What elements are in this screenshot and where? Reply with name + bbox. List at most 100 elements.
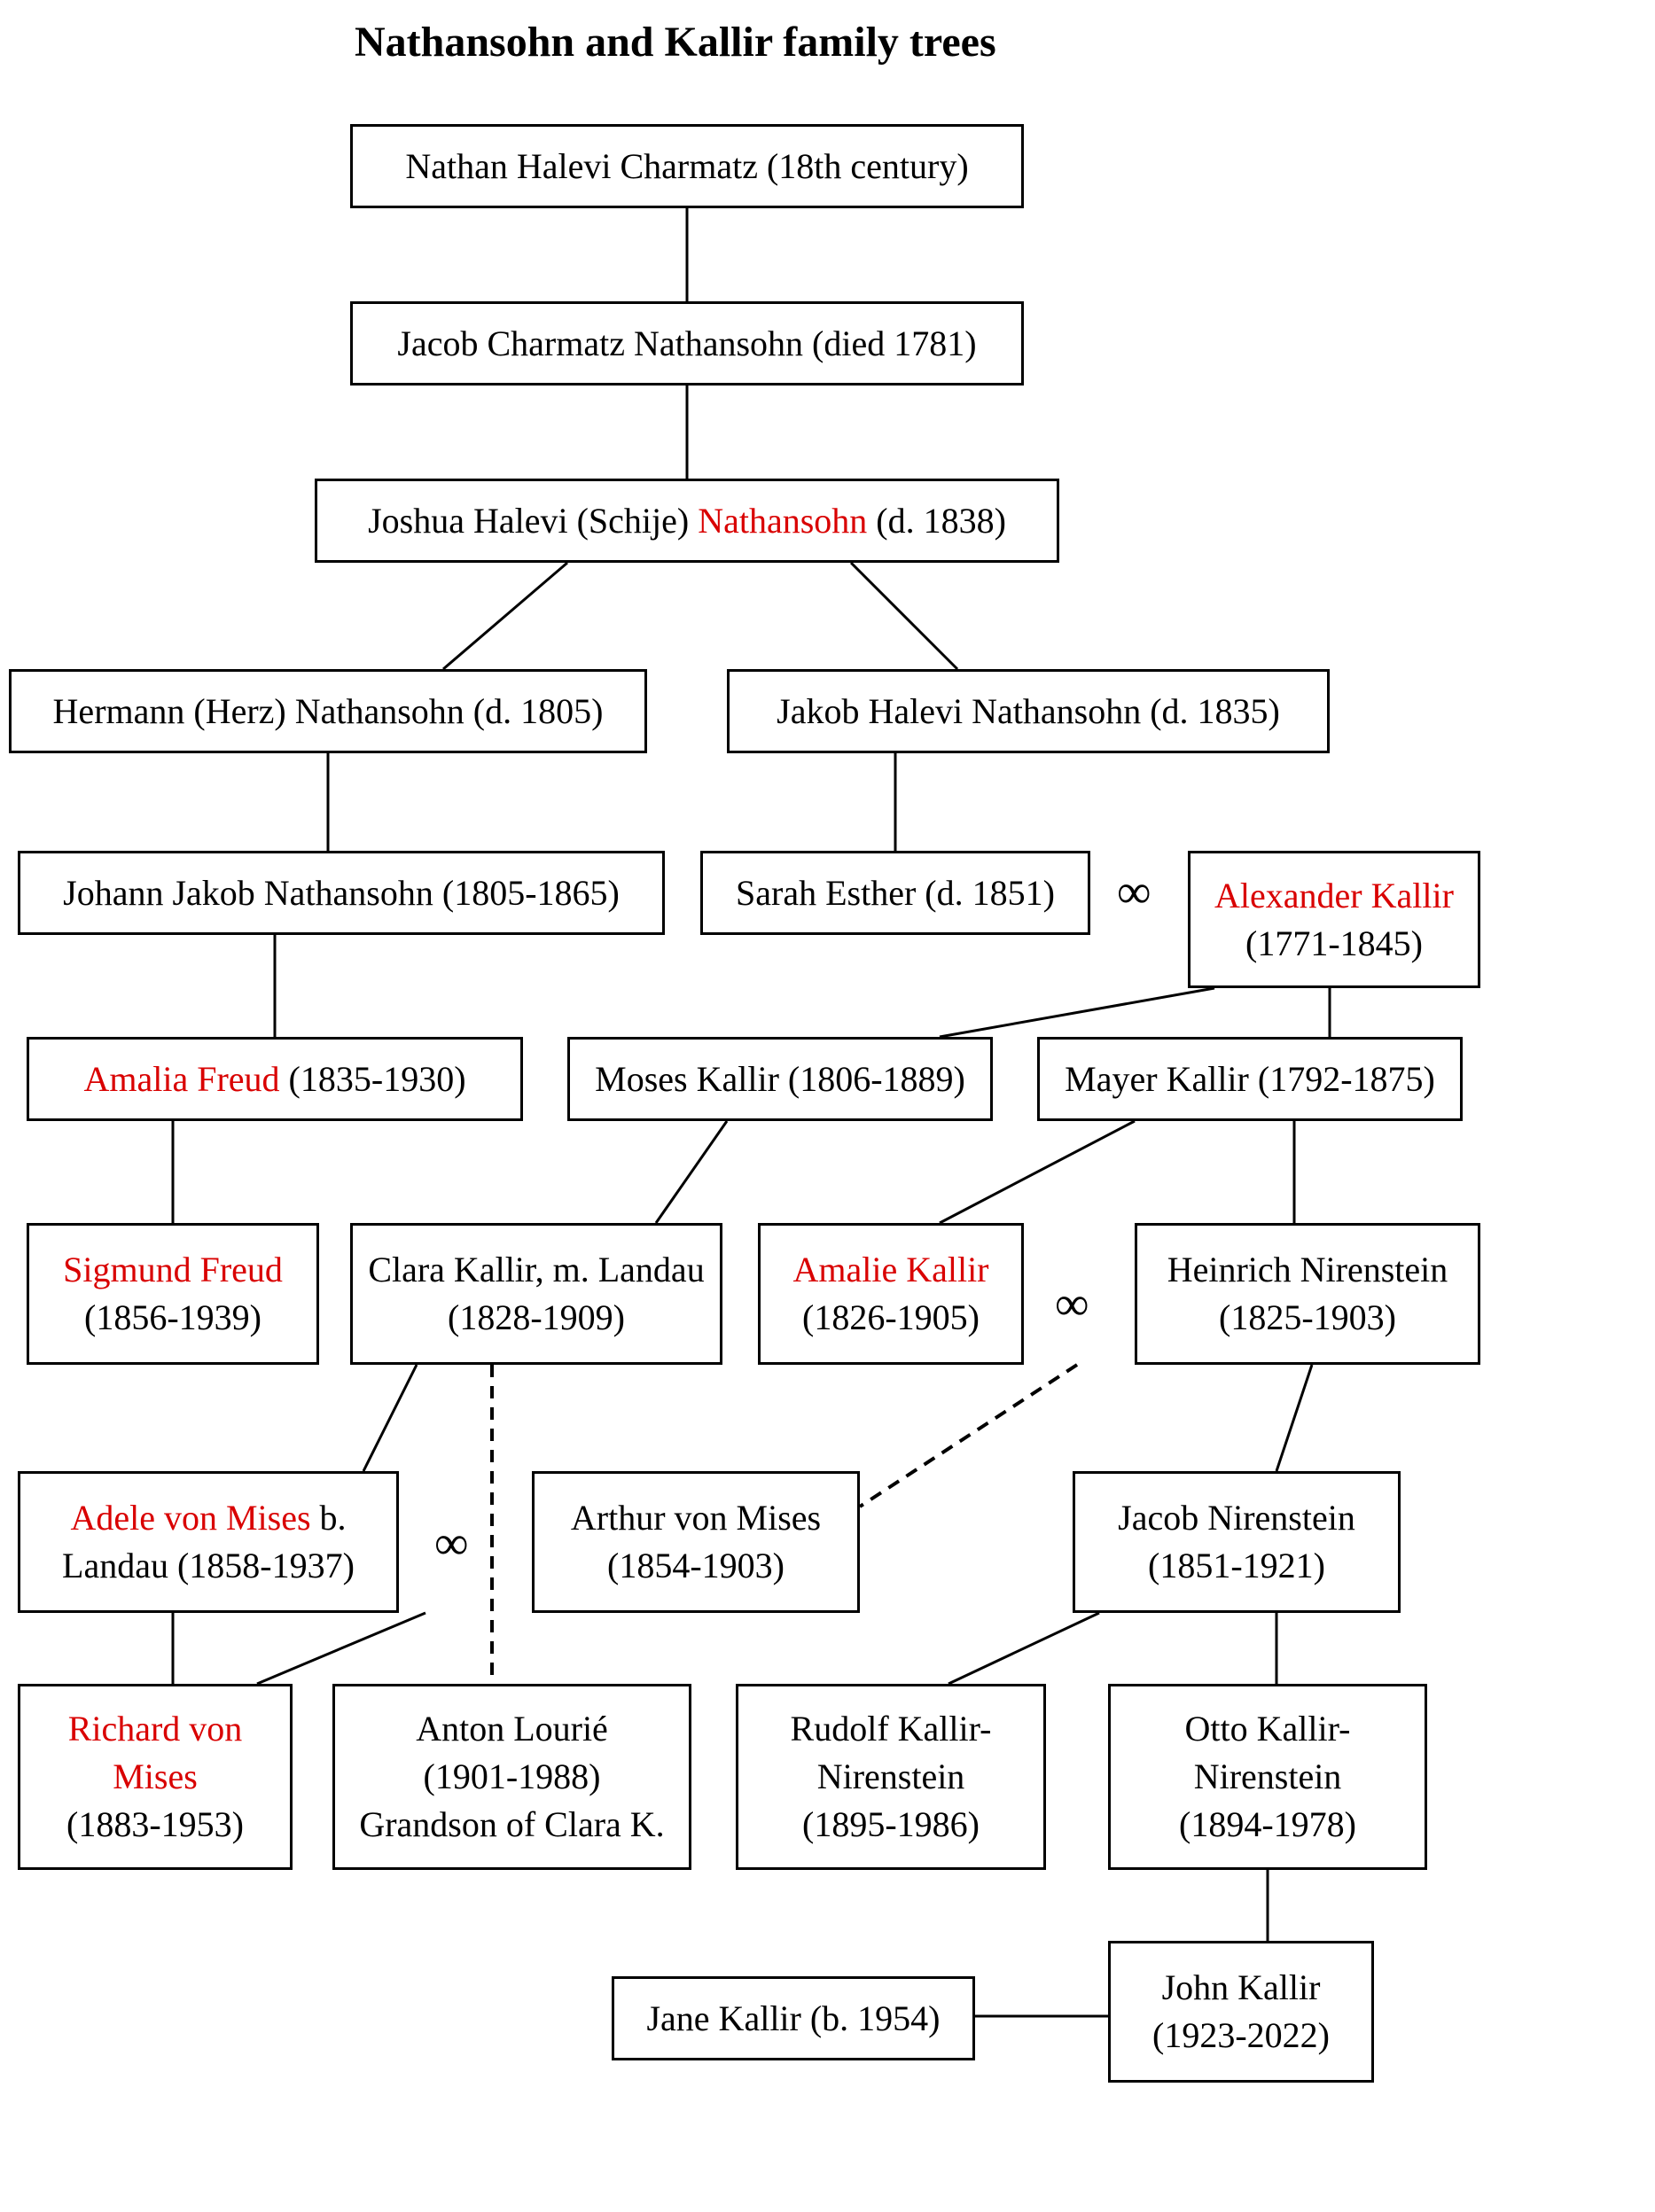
- node-line: Nirenstein: [817, 1753, 965, 1801]
- node-line: Nirenstein: [1194, 1753, 1342, 1801]
- tree-node: Amalia Freud (1835-1930): [27, 1037, 523, 1121]
- node-text: Nirenstein: [1194, 1756, 1342, 1796]
- node-text: (1856-1939): [84, 1297, 262, 1337]
- tree-node: Heinrich Nirenstein (1825-1903): [1135, 1223, 1480, 1365]
- node-line: Mises: [113, 1753, 198, 1801]
- tree-edge: [363, 1365, 417, 1471]
- node-text: (1895-1986): [802, 1804, 980, 1844]
- node-text: Nirenstein: [817, 1756, 965, 1796]
- node-text: Landau (1858-1937): [62, 1546, 355, 1585]
- tree-edge: [257, 1613, 425, 1684]
- node-text: Mayer Kallir (1792-1875): [1065, 1059, 1435, 1099]
- node-line: Rudolf Kallir-: [791, 1705, 992, 1753]
- node-line: Hermann (Herz) Nathansohn (d. 1805): [53, 688, 604, 736]
- node-text: (1826-1905): [802, 1297, 980, 1337]
- node-text: Arthur von Mises: [571, 1498, 821, 1538]
- node-text: Rudolf Kallir-: [791, 1709, 992, 1749]
- tree-edge: [940, 1121, 1135, 1223]
- node-text: Nathansohn: [698, 501, 867, 541]
- node-text: Mises: [113, 1756, 198, 1796]
- node-text: Heinrich Nirenstein: [1167, 1250, 1448, 1289]
- tree-node: Jacob Nirenstein(1851-1921): [1073, 1471, 1401, 1613]
- node-line: Richard von: [68, 1705, 243, 1753]
- node-text: Hermann (Herz) Nathansohn (d. 1805): [53, 691, 604, 731]
- node-line: Clara Kallir, m. Landau: [368, 1246, 704, 1294]
- node-text: Amalia Freud: [83, 1059, 279, 1099]
- node-line: Alexander Kallir: [1214, 872, 1454, 920]
- node-line: Moses Kallir (1806-1889): [595, 1055, 965, 1103]
- tree-node: Sigmund Freud (1856-1939): [27, 1223, 319, 1365]
- node-text: Nathan Halevi Charmatz (18th century): [405, 146, 968, 186]
- tree-node: Otto Kallir- Nirenstein (1894-1978): [1108, 1684, 1427, 1870]
- node-text: Anton Lourié: [416, 1709, 608, 1749]
- node-line: Nathan Halevi Charmatz (18th century): [405, 143, 968, 191]
- tree-edge-dashed: [860, 1365, 1077, 1507]
- node-text: John Kallir: [1162, 1967, 1321, 2007]
- node-line: (1828-1909): [448, 1294, 625, 1342]
- node-line: (1825-1903): [1219, 1294, 1396, 1342]
- node-text: b.: [311, 1498, 347, 1538]
- node-line: (1826-1905): [802, 1294, 980, 1342]
- node-line: Adele von Mises b.: [70, 1494, 346, 1542]
- node-text: (1828-1909): [448, 1297, 625, 1337]
- tree-node: Arthur von Mises(1854-1903): [532, 1471, 860, 1613]
- tree-node: Hermann (Herz) Nathansohn (d. 1805): [9, 669, 647, 753]
- node-line: (1901-1988): [424, 1753, 601, 1801]
- tree-edge: [940, 988, 1214, 1037]
- tree-node: Jacob Charmatz Nathansohn (died 1781): [350, 301, 1024, 386]
- node-line: (1856-1939): [84, 1294, 262, 1342]
- node-line: (1894-1978): [1179, 1801, 1356, 1849]
- node-line: (1895-1986): [802, 1801, 980, 1849]
- tree-edge: [1276, 1365, 1312, 1471]
- node-line: Sigmund Freud: [63, 1246, 283, 1294]
- tree-edge: [851, 563, 957, 669]
- node-text: Joshua Halevi (Schije): [368, 501, 698, 541]
- node-line: Joshua Halevi (Schije) Nathansohn (d. 18…: [368, 497, 1006, 545]
- node-text: Adele von Mises: [70, 1498, 310, 1538]
- node-text: Grandson of Clara K.: [359, 1804, 664, 1844]
- marriage-symbol: ∞: [434, 1515, 469, 1570]
- node-text: Clara Kallir, m. Landau: [368, 1250, 704, 1289]
- tree-node: Richard von Mises (1883-1953): [18, 1684, 293, 1870]
- tree-node: Jakob Halevi Nathansohn (d. 1835): [727, 669, 1330, 753]
- node-line: Arthur von Mises: [571, 1494, 821, 1542]
- node-text: Richard von: [68, 1709, 243, 1749]
- node-text: (d. 1838): [867, 501, 1006, 541]
- node-line: (1883-1953): [66, 1801, 244, 1849]
- node-line: Heinrich Nirenstein: [1167, 1246, 1448, 1294]
- node-text: Jacob Nirenstein: [1118, 1498, 1355, 1538]
- tree-node: Clara Kallir, m. Landau (1828-1909): [350, 1223, 722, 1365]
- node-line: Otto Kallir-: [1185, 1705, 1351, 1753]
- node-text: (1894-1978): [1179, 1804, 1356, 1844]
- node-line: (1923-2022): [1152, 2012, 1330, 2060]
- tree-node: Nathan Halevi Charmatz (18th century): [350, 124, 1024, 208]
- node-line: Grandson of Clara K.: [359, 1801, 664, 1849]
- node-line: Jakob Halevi Nathansohn (d. 1835): [777, 688, 1280, 736]
- node-line: (1771-1845): [1245, 920, 1423, 968]
- node-text: Otto Kallir-: [1185, 1709, 1351, 1749]
- node-text: (1825-1903): [1219, 1297, 1396, 1337]
- tree-edge: [949, 1613, 1099, 1684]
- node-text: (1923-2022): [1152, 2015, 1330, 2055]
- node-line: Jacob Charmatz Nathansohn (died 1781): [397, 320, 976, 368]
- tree-node: Amalie Kallir(1826-1905): [758, 1223, 1024, 1365]
- tree-edge: [656, 1121, 727, 1223]
- marriage-symbol: ∞: [1117, 864, 1151, 919]
- node-line: Amalie Kallir: [792, 1246, 988, 1294]
- tree-node: Rudolf Kallir- Nirenstein (1895-1986): [736, 1684, 1046, 1870]
- node-line: John Kallir: [1162, 1964, 1321, 2012]
- node-line: Anton Lourié: [416, 1705, 608, 1753]
- node-text: (1883-1953): [66, 1804, 244, 1844]
- tree-node: Sarah Esther (d. 1851): [700, 851, 1090, 935]
- node-line: Mayer Kallir (1792-1875): [1065, 1055, 1435, 1103]
- node-text: Alexander Kallir: [1214, 876, 1454, 915]
- tree-node: Moses Kallir (1806-1889): [567, 1037, 993, 1121]
- node-text: Jacob Charmatz Nathansohn (died 1781): [397, 323, 976, 363]
- tree-node: Anton Lourié (1901-1988) Grandson of Clara…: [332, 1684, 691, 1870]
- family-tree-stage: Nathansohn and Kallir family trees Natha…: [0, 0, 1655, 2212]
- tree-node: Johann Jakob Nathansohn (1805-1865): [18, 851, 665, 935]
- node-text: Sigmund Freud: [63, 1250, 283, 1289]
- node-text: (1771-1845): [1245, 923, 1423, 963]
- node-text: (1901-1988): [424, 1756, 601, 1796]
- node-line: Amalia Freud (1835-1930): [83, 1055, 465, 1103]
